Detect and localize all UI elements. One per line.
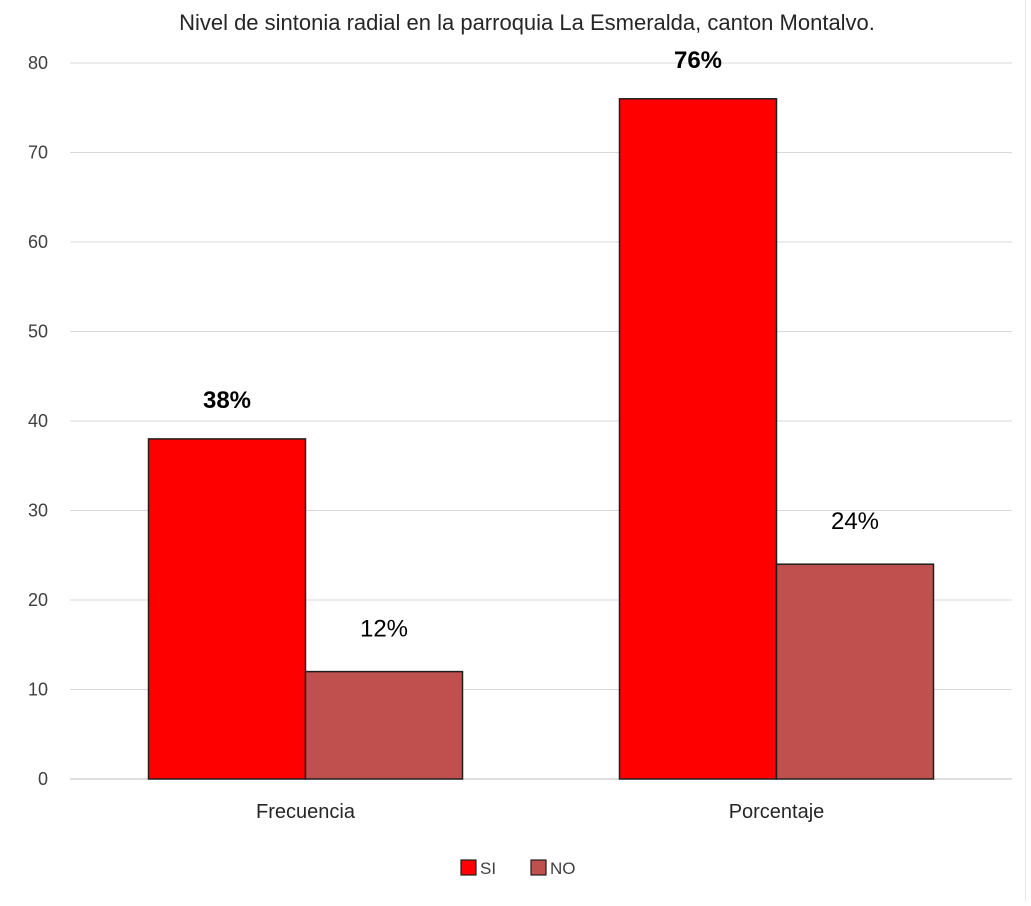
legend: SI NO bbox=[460, 859, 576, 878]
legend-label-no: NO bbox=[550, 859, 576, 878]
x-tick-label: Frecuencia bbox=[256, 801, 356, 823]
legend-label-si: SI bbox=[480, 859, 496, 878]
data-label: 12% bbox=[360, 616, 408, 643]
legend-swatch-no bbox=[530, 859, 547, 876]
y-tick-label: 10 bbox=[28, 680, 48, 700]
bar-si-porcentaje bbox=[618, 98, 778, 780]
x-tick-label: Porcentaje bbox=[729, 801, 825, 823]
bars bbox=[147, 98, 935, 780]
y-tick-label: 20 bbox=[28, 590, 48, 610]
y-axis-ticks: 0 10 20 30 40 50 60 70 80 bbox=[28, 53, 48, 789]
y-tick-label: 50 bbox=[28, 322, 48, 342]
data-label: 38% bbox=[203, 387, 251, 414]
data-label: 76% bbox=[674, 47, 722, 74]
chart-frame-edge bbox=[1025, 0, 1026, 901]
y-tick-label: 30 bbox=[28, 501, 48, 521]
bar-no-frecuencia bbox=[304, 670, 464, 780]
y-tick-label: 0 bbox=[38, 769, 48, 789]
y-tick-label: 70 bbox=[28, 143, 48, 163]
legend-swatch-si bbox=[460, 859, 477, 876]
chart-title: Nivel de sintonia radial en la parroquia… bbox=[179, 10, 875, 35]
y-tick-label: 80 bbox=[28, 53, 48, 73]
bar-si-frecuencia bbox=[147, 438, 307, 780]
y-tick-label: 40 bbox=[28, 411, 48, 431]
x-axis-ticks: Frecuencia Porcentaje bbox=[256, 801, 824, 823]
data-label: 24% bbox=[831, 508, 879, 535]
data-labels: 38% 12% 76% 24% bbox=[203, 47, 879, 643]
y-tick-label: 60 bbox=[28, 232, 48, 252]
bar-no-porcentaje bbox=[775, 563, 935, 780]
